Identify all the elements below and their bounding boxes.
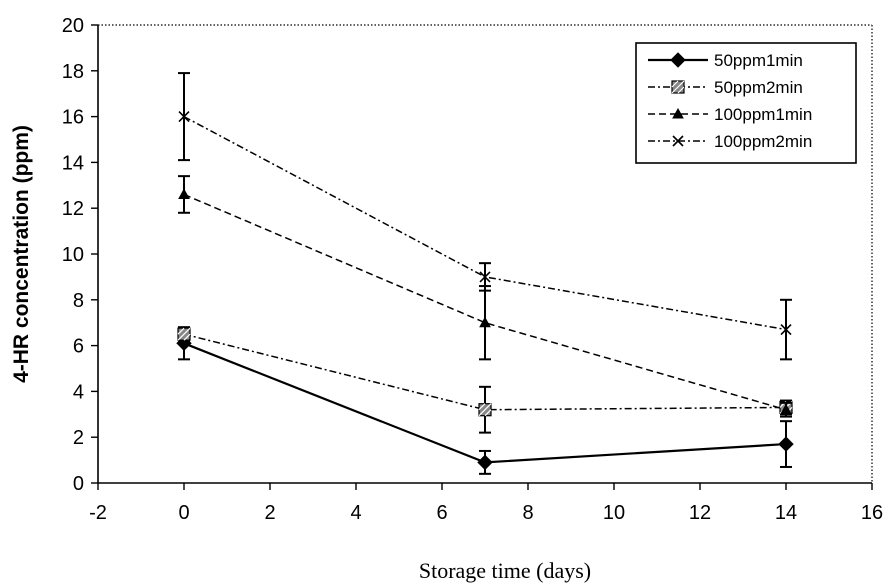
data-point xyxy=(477,454,493,471)
legend-label: 100ppm1min xyxy=(714,105,812,124)
data-point xyxy=(479,271,491,283)
y-tick-label: 6 xyxy=(73,336,84,358)
data-point xyxy=(178,188,190,199)
y-tick-label: 2 xyxy=(73,427,84,449)
legend-marker xyxy=(672,107,684,119)
legend-item: 50ppm2min xyxy=(648,78,803,97)
data-point xyxy=(177,327,191,341)
legend-marker xyxy=(672,135,684,147)
y-axis-label: 4-HR concentration (ppm) xyxy=(10,125,33,383)
y-tick-label: 18 xyxy=(62,61,84,83)
data-point xyxy=(778,436,794,452)
x-tick-label: -2 xyxy=(89,502,107,524)
y-tick-label: 0 xyxy=(73,473,84,495)
x-tick-label: 6 xyxy=(436,502,447,524)
data-point xyxy=(479,316,491,328)
x-tick-label: 10 xyxy=(603,502,625,524)
x-tick-label: 8 xyxy=(522,502,533,524)
series-100ppm2min xyxy=(178,72,792,361)
y-tick-label: 16 xyxy=(62,107,84,129)
data-point xyxy=(780,403,792,415)
x-tick-label: 4 xyxy=(350,502,361,524)
legend-item: 50ppm1min xyxy=(648,51,803,70)
y-tick-label: 20 xyxy=(62,15,84,37)
x-axis-ticks: -2 0 2 4 6 8 10 12 14 16 xyxy=(89,483,883,524)
series-100ppm1min xyxy=(178,175,792,418)
legend-label: 100ppm2min xyxy=(714,132,812,151)
y-tick-label: 10 xyxy=(62,244,84,266)
y-axis-ticks: 0 2 4 6 8 10 12 14 16 18 20 xyxy=(62,15,98,495)
legend: 50ppm1min 50ppm2min 100ppm1min 100ppm2min xyxy=(635,42,857,164)
legend-label: 50ppm2min xyxy=(714,78,803,97)
data-point xyxy=(178,111,190,123)
legend-item: 100ppm2min xyxy=(648,132,812,151)
legend-marker xyxy=(670,52,686,68)
y-tick-label: 4 xyxy=(73,381,84,403)
legend-box xyxy=(635,42,857,164)
legend-label: 50ppm1min xyxy=(714,51,803,70)
x-tick-label: 2 xyxy=(264,502,275,524)
y-tick-label: 8 xyxy=(73,290,84,312)
legend-marker xyxy=(671,80,685,94)
x-tick-label: 16 xyxy=(861,502,883,524)
y-tick-label: 12 xyxy=(62,198,84,220)
y-tick-label: 14 xyxy=(62,152,84,174)
x-tick-label: 12 xyxy=(689,502,711,524)
x-tick-label: 14 xyxy=(775,502,797,524)
plot-area xyxy=(176,72,794,475)
x-tick-label: 0 xyxy=(178,502,189,524)
data-point xyxy=(780,324,792,336)
data-point xyxy=(478,403,492,417)
x-axis-label: Storage time (days) xyxy=(419,558,591,583)
legend-item: 100ppm1min xyxy=(648,105,812,124)
